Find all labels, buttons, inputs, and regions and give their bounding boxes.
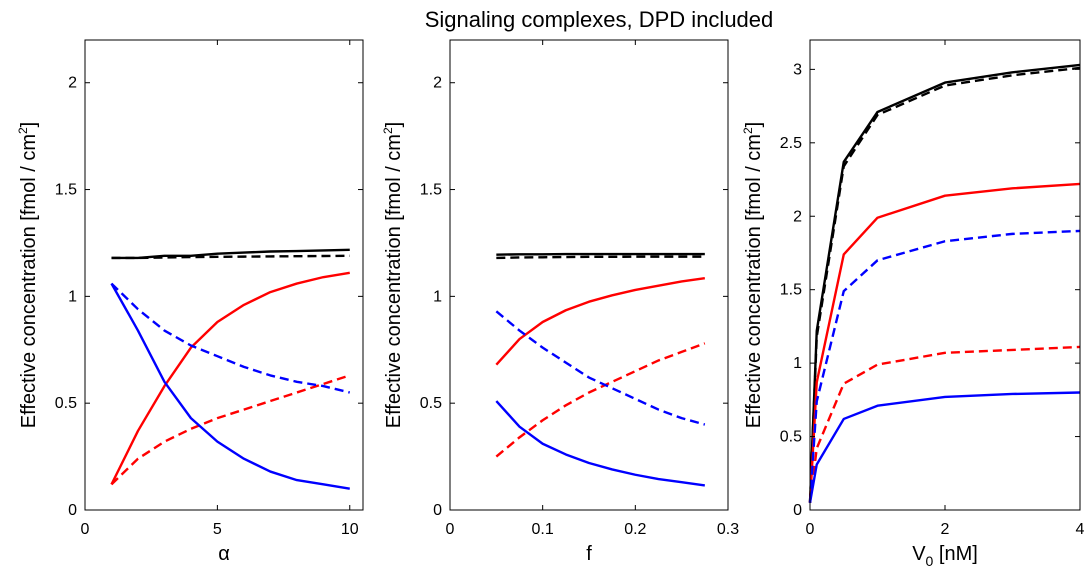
chart0-xtick-label-10: 10 [341,521,359,538]
chart0-series-blue-solid [110,282,350,490]
panel-v0: 0 2 4 0 0.5 1 1.5 2 2.5 3 V0 [nM] Effective concent… [741,39,1085,569]
chart1-xtick-label-0-1: 0.1 [532,521,554,538]
chart1-xtick-label-0-3: 0.3 [717,521,739,538]
chart0-series-black-solid [111,248,350,260]
chart2-ylabel: Effective concentration [fmol / cm2] [741,122,765,428]
chart2-series-red-dashed [808,345,1081,503]
chart2-xlabel: V0 [nM] [912,543,978,569]
chart2-ytick-label-2: 2 [793,208,802,225]
chart2-ytick-label-0-5: 0.5 [780,429,802,446]
figure-title: Signaling complexes, DPD included [425,7,774,32]
chart0-xtick-label-5: 5 [213,521,222,538]
chart1-series-black-dashed [496,255,705,260]
chart1-ytick-label-1: 1 [433,288,442,305]
chart2-series-blue-dashed [808,229,1081,503]
chart2-series-red-solid [808,182,1081,503]
chart0-series-red-dashed [110,374,351,486]
chart0-ytick-label-2: 2 [68,75,77,92]
chart1-series-red-solid [495,277,705,366]
chart2-ytick-label-2-5: 2.5 [780,135,802,152]
chart0-ytick-label-1-5: 1.5 [55,182,77,199]
chart0-series-black-dashed [111,254,350,260]
chart1-ytick-label-2: 2 [433,75,442,92]
chart0-ytick-label-1: 1 [68,288,77,305]
chart0-xlabel: α [218,543,230,565]
chart0-axes-box [84,39,364,511]
chart0-ytick-label-0: 0 [68,502,77,519]
chart1-xtick-label-0-2: 0.2 [624,521,646,538]
chart2-xtick-label-0: 0 [806,521,815,538]
chart2-axes-box [809,39,1081,511]
chart0-xtick-label-0: 0 [81,521,90,538]
chart2-series-blue-solid [808,391,1081,503]
panel-alpha: 0 5 10 0 0.5 1 1.5 2 α Effective concentration [f… [16,39,364,565]
chart1-series-blue-dashed [495,310,706,426]
chart1-ytick-label-0: 0 [433,502,442,519]
chart2-xtick-label-2: 2 [941,521,950,538]
chart1-xlabel: f [586,543,592,565]
chart1-ytick-label-1-5: 1.5 [420,182,442,199]
chart0-series-blue-dashed [110,282,351,394]
chart1-series-red-dashed [495,342,706,458]
chart0-series-red-solid [110,271,350,485]
chart1-series-blue-solid [495,400,705,487]
chart1-ytick-label-0-5: 0.5 [420,395,442,412]
chart2-ytick-label-1: 1 [793,355,802,372]
chart0-ylabel: Effective concentration [fmol / cm2] [16,122,40,428]
chart1-axes-box [449,39,729,511]
chart2-ytick-label-3: 3 [793,61,802,78]
chart2-xtick-label-4: 4 [1076,521,1085,538]
chart1-series-black-solid [496,252,705,256]
chart1-ylabel: Effective concentration [fmol / cm2] [381,122,405,428]
chart0-ytick-label-0-5: 0.5 [55,395,77,412]
panel-f: 0 0.1 0.2 0.3 0 0.5 1 1.5 2 f Effective concentrat… [381,39,739,565]
chart1-xtick-label-0: 0 [446,521,455,538]
chart2-ytick-label-1-5: 1.5 [780,282,802,299]
chart2-series-black-dashed [808,66,1081,503]
chart2-ytick-label-0: 0 [793,502,802,519]
